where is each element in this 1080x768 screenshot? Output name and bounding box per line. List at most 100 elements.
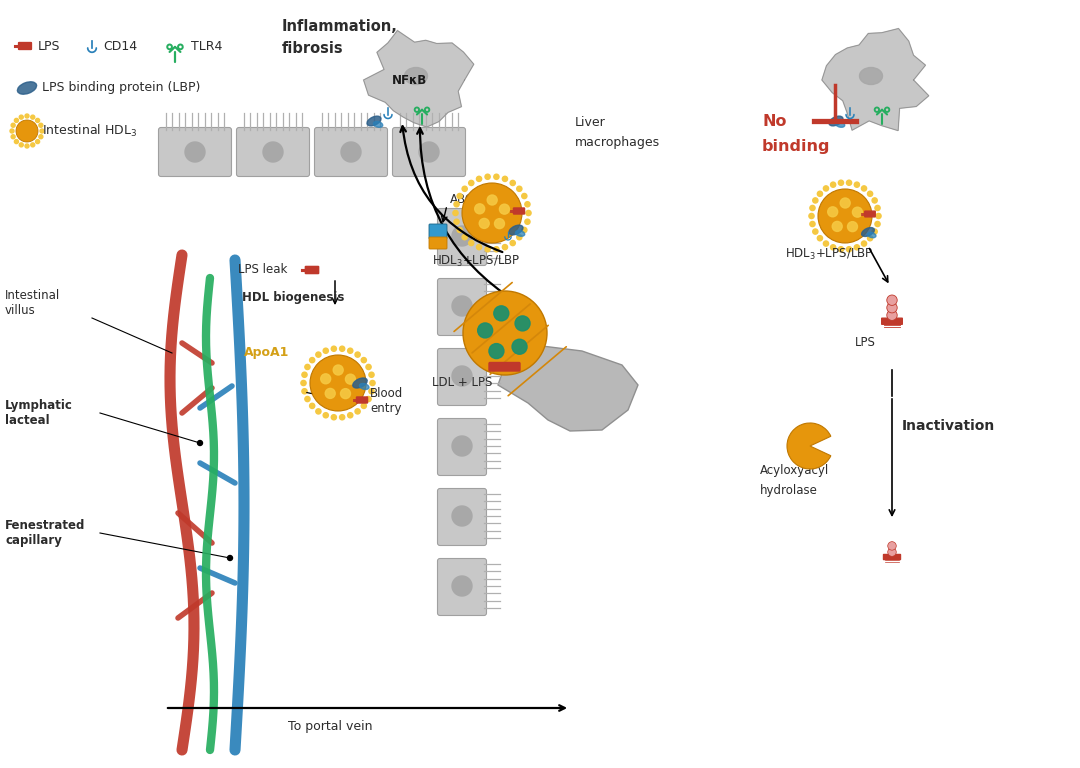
Circle shape xyxy=(323,348,328,353)
Circle shape xyxy=(831,245,836,250)
Circle shape xyxy=(341,142,361,162)
Circle shape xyxy=(39,123,43,127)
Circle shape xyxy=(489,343,504,359)
Text: LPS: LPS xyxy=(38,39,60,52)
Circle shape xyxy=(852,207,863,217)
Text: Liver: Liver xyxy=(575,116,606,129)
Text: Acyloxyacyl: Acyloxyacyl xyxy=(760,464,829,477)
Circle shape xyxy=(495,219,504,229)
Circle shape xyxy=(510,180,515,186)
FancyBboxPatch shape xyxy=(437,558,486,615)
Circle shape xyxy=(10,129,14,133)
FancyBboxPatch shape xyxy=(437,279,486,336)
Circle shape xyxy=(19,143,24,147)
Circle shape xyxy=(867,236,873,241)
Circle shape xyxy=(340,389,351,399)
Text: binding: binding xyxy=(762,139,831,154)
Circle shape xyxy=(310,358,314,362)
Circle shape xyxy=(457,227,462,233)
Circle shape xyxy=(339,415,345,420)
Circle shape xyxy=(30,115,35,119)
Circle shape xyxy=(502,177,508,181)
Circle shape xyxy=(463,291,546,375)
Circle shape xyxy=(522,194,527,199)
Circle shape xyxy=(510,240,515,246)
Circle shape xyxy=(827,207,838,217)
Circle shape xyxy=(366,364,372,369)
Circle shape xyxy=(888,541,896,550)
Circle shape xyxy=(36,140,40,144)
Text: No: No xyxy=(762,114,786,129)
Circle shape xyxy=(487,195,497,205)
Text: ApoA1: ApoA1 xyxy=(244,346,289,359)
Circle shape xyxy=(14,140,18,144)
Circle shape xyxy=(39,134,43,139)
Circle shape xyxy=(525,219,530,224)
Circle shape xyxy=(809,214,814,219)
Text: To portal vein: To portal vein xyxy=(287,720,373,733)
Circle shape xyxy=(453,226,472,246)
Circle shape xyxy=(840,198,850,208)
Text: TLR4: TLR4 xyxy=(191,39,222,52)
FancyBboxPatch shape xyxy=(429,237,447,249)
Ellipse shape xyxy=(367,116,381,126)
Circle shape xyxy=(522,227,527,233)
Circle shape xyxy=(40,129,44,133)
Circle shape xyxy=(887,295,897,306)
Circle shape xyxy=(469,180,474,186)
Circle shape xyxy=(264,142,283,162)
Circle shape xyxy=(833,221,842,231)
Circle shape xyxy=(810,221,815,227)
Circle shape xyxy=(838,247,843,252)
Circle shape xyxy=(525,202,530,207)
Ellipse shape xyxy=(360,383,369,389)
Circle shape xyxy=(854,245,860,250)
Ellipse shape xyxy=(862,227,875,237)
Text: Intestinal HDL$_3$: Intestinal HDL$_3$ xyxy=(42,123,137,139)
Circle shape xyxy=(485,247,490,252)
Circle shape xyxy=(361,403,366,409)
Circle shape xyxy=(302,389,307,394)
Circle shape xyxy=(813,229,818,234)
Circle shape xyxy=(485,174,490,180)
Circle shape xyxy=(475,204,485,214)
Text: macrophages: macrophages xyxy=(575,136,660,149)
Circle shape xyxy=(838,180,843,185)
Circle shape xyxy=(30,143,35,147)
Text: Intestinal
villus: Intestinal villus xyxy=(5,289,60,317)
FancyBboxPatch shape xyxy=(437,419,486,475)
Circle shape xyxy=(369,389,374,394)
Text: fibrosis: fibrosis xyxy=(282,41,343,56)
FancyBboxPatch shape xyxy=(18,42,31,49)
Circle shape xyxy=(457,194,462,199)
Circle shape xyxy=(512,339,527,354)
Circle shape xyxy=(887,303,897,313)
Circle shape xyxy=(453,506,472,526)
Circle shape xyxy=(369,372,374,377)
Circle shape xyxy=(494,247,499,252)
Circle shape xyxy=(369,380,375,386)
Circle shape xyxy=(823,186,828,191)
Circle shape xyxy=(454,202,459,207)
Text: CD14: CD14 xyxy=(103,39,137,52)
Text: Lymphatic
lacteal: Lymphatic lacteal xyxy=(5,399,72,427)
Circle shape xyxy=(494,174,499,180)
Circle shape xyxy=(469,240,474,246)
Circle shape xyxy=(325,389,335,399)
Circle shape xyxy=(848,222,858,232)
Circle shape xyxy=(361,358,366,362)
Circle shape xyxy=(875,221,880,227)
Text: HDL$_3$+LPS/LBP: HDL$_3$+LPS/LBP xyxy=(785,247,874,262)
Ellipse shape xyxy=(374,121,382,127)
Circle shape xyxy=(453,296,472,316)
Circle shape xyxy=(332,346,337,351)
Circle shape xyxy=(419,142,438,162)
Circle shape xyxy=(862,186,866,191)
Circle shape xyxy=(888,548,896,556)
Circle shape xyxy=(19,115,24,119)
Circle shape xyxy=(887,310,897,320)
Text: HDL biogenesis: HDL biogenesis xyxy=(242,291,345,304)
Circle shape xyxy=(876,214,881,219)
Polygon shape xyxy=(498,346,638,431)
FancyBboxPatch shape xyxy=(883,554,901,560)
